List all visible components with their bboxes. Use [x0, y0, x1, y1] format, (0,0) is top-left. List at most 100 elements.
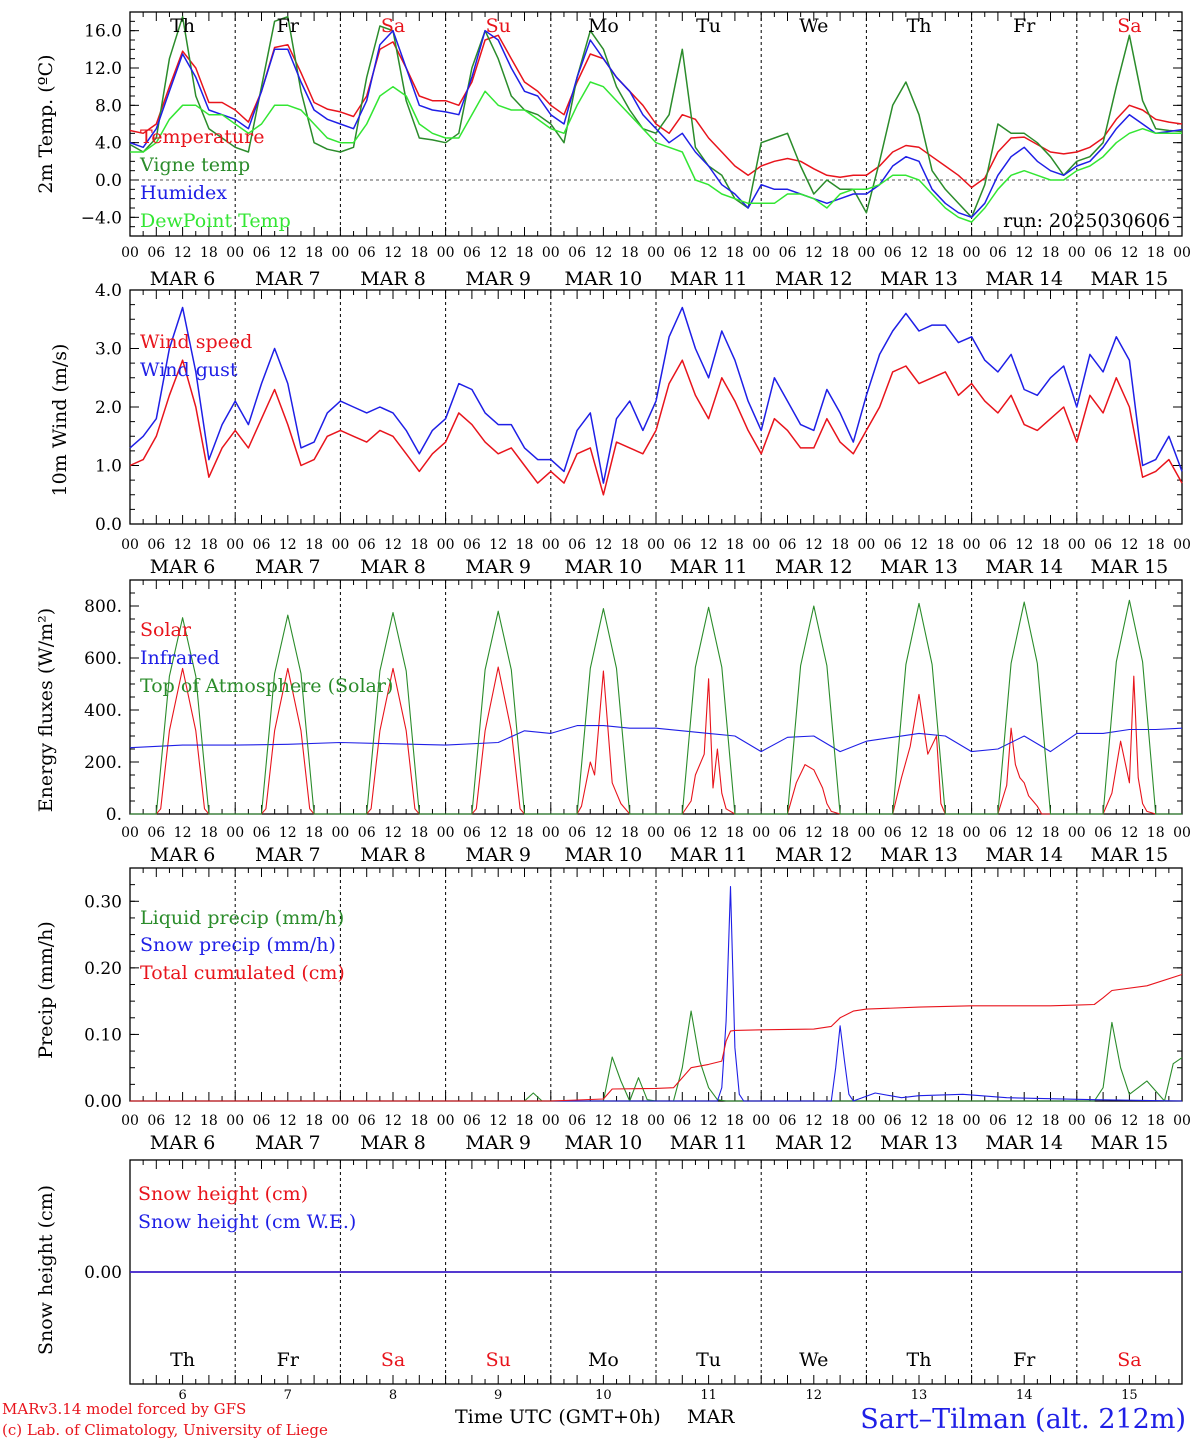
- precip-panel: 00 06 12 18 00 06 12 18 00 06 12 18 00 06 12 18 00 06 12 18…: [35, 867, 1191, 1154]
- day-label: MAR 8: [360, 556, 426, 578]
- y-tick-label: 0.: [106, 805, 122, 825]
- x-tick-label: 12: [1015, 825, 1033, 841]
- weekday-label: We: [799, 15, 828, 37]
- x-tick-label: 00: [121, 825, 139, 841]
- x-tick-label: 00: [437, 245, 455, 261]
- weekday-label: Fr: [277, 15, 300, 37]
- weekday-label: Sa: [1117, 1349, 1141, 1371]
- x-tick-label: 00: [1173, 245, 1191, 261]
- x-tick-label: 06: [463, 245, 481, 261]
- wind-series: [129, 306, 1183, 496]
- energy-y-axis-label: Energy fluxes (W/m²): [35, 608, 57, 812]
- x-tick-label: 06: [779, 537, 797, 553]
- x-tick-label: 18: [516, 825, 534, 841]
- day-number-label: 7: [284, 1388, 292, 1403]
- x-tick-label: 06: [779, 825, 797, 841]
- weekday-label: Th: [170, 15, 195, 37]
- x-tick-label: 18: [621, 245, 639, 261]
- x-tick-label: 12: [384, 1113, 402, 1129]
- temperature-panel: 00 06 12 18 00 06 12 18 00 06 12 18 00 06 12 18 00 06 12 18…: [35, 11, 1191, 290]
- x-tick-label: 06: [1094, 537, 1112, 553]
- x-tick-label: 18: [726, 245, 744, 261]
- legend-snow-height: Snow height (cm): [138, 1183, 308, 1205]
- x-tick-label: 12: [594, 1113, 612, 1129]
- weekday-label: We: [799, 1349, 828, 1371]
- x-tick-label: 12: [174, 537, 192, 553]
- x-tick-label: 12: [279, 1113, 297, 1129]
- day-label: MAR 6: [150, 268, 216, 290]
- x-tick-label: 18: [516, 537, 534, 553]
- x-tick-label: 18: [831, 245, 849, 261]
- day-label: MAR 13: [880, 556, 958, 578]
- x-tick-label: 00: [226, 1113, 244, 1129]
- day-label: MAR 13: [880, 1132, 958, 1154]
- snow-ticks: 0.00: [84, 1160, 1183, 1384]
- y-tick-label: 16.0: [84, 22, 122, 42]
- day-number-label: 6: [178, 1388, 186, 1403]
- x-tick-label: 12: [489, 245, 507, 261]
- x-tick-label: 18: [1147, 245, 1165, 261]
- x-tick-label: 06: [1094, 825, 1112, 841]
- y-tick-label: 800.: [84, 597, 122, 617]
- x-tick-label: 06: [673, 537, 691, 553]
- legend-top-of-atmosphere: Top of Atmosphere (Solar): [140, 675, 393, 697]
- y-tick-label: −4.0: [81, 208, 122, 228]
- wind-grid: [234, 290, 1078, 524]
- x-tick-label: 06: [568, 825, 586, 841]
- x-tick-label: 18: [1042, 245, 1060, 261]
- x-tick-label: 18: [1042, 825, 1060, 841]
- x-tick-label: 12: [910, 537, 928, 553]
- x-axis-month: MAR: [687, 1406, 735, 1428]
- weekday-label: Su: [486, 1349, 511, 1371]
- x-tick-label: 06: [147, 825, 165, 841]
- x-tick-label: 00: [542, 825, 560, 841]
- weekday-label: Tu: [696, 15, 721, 37]
- wind-ticks: 00 06 12 18 00 06 12 18 00 06 12 18 00 06 12 18 00 06 12 18…: [95, 281, 1191, 578]
- legend-infrared: Infrared: [140, 647, 220, 669]
- x-tick-label: 06: [568, 1113, 586, 1129]
- day-label: MAR 7: [255, 268, 321, 290]
- x-tick-label: 06: [463, 825, 481, 841]
- x-tick-label: 00: [542, 245, 560, 261]
- x-tick-label: 12: [384, 825, 402, 841]
- x-tick-label: 12: [700, 1113, 718, 1129]
- x-tick-label: 06: [253, 245, 271, 261]
- x-tick-label: 18: [410, 537, 428, 553]
- x-tick-label: 12: [489, 1113, 507, 1129]
- x-tick-label: 18: [200, 825, 218, 841]
- x-tick-label: 12: [910, 825, 928, 841]
- series-wind-speed: [129, 359, 1183, 496]
- x-tick-label: 06: [463, 1113, 481, 1129]
- weekday-label: Su: [486, 15, 511, 37]
- day-label: MAR 7: [255, 844, 321, 866]
- y-tick-label: 1.0: [95, 457, 122, 477]
- series-vigne-temp: [129, 15, 1183, 219]
- series-infrared: [129, 725, 1183, 753]
- x-tick-label: 18: [936, 537, 954, 553]
- temperature-ticks: 00 06 12 18 00 06 12 18 00 06 12 18 00 06 12 18 00 06 12 18…: [81, 11, 1191, 290]
- x-tick-label: 06: [358, 537, 376, 553]
- day-label: MAR 6: [150, 556, 216, 578]
- x-tick-label: 18: [305, 825, 323, 841]
- x-tick-label: 00: [1173, 825, 1191, 841]
- x-tick-label: 18: [831, 1113, 849, 1129]
- x-tick-label: 12: [1120, 537, 1138, 553]
- x-tick-label: 12: [1120, 825, 1138, 841]
- snow-grid: [234, 1160, 1078, 1384]
- x-tick-label: 06: [1094, 1113, 1112, 1129]
- day-label: MAR 6: [150, 1132, 216, 1154]
- x-tick-label: 06: [253, 1113, 271, 1129]
- day-number-label: 10: [595, 1388, 612, 1403]
- x-tick-label: 18: [1147, 1113, 1165, 1129]
- energy-series: [129, 599, 1183, 815]
- x-tick-label: 18: [305, 1113, 323, 1129]
- x-tick-label: 00: [647, 1113, 665, 1129]
- legend-snow-height-we: Snow height (cm W.E.): [138, 1211, 356, 1233]
- wind-legend: Wind speed Wind gust: [140, 331, 252, 381]
- x-tick-label: 18: [726, 1113, 744, 1129]
- day-number-label: 14: [1016, 1388, 1033, 1403]
- x-tick-label: 00: [1068, 825, 1086, 841]
- x-tick-label: 06: [1094, 245, 1112, 261]
- x-tick-label: 00: [963, 537, 981, 553]
- snow-panel: 0.00 Snow height (cm) Snow height (cm) S…: [35, 1159, 1183, 1403]
